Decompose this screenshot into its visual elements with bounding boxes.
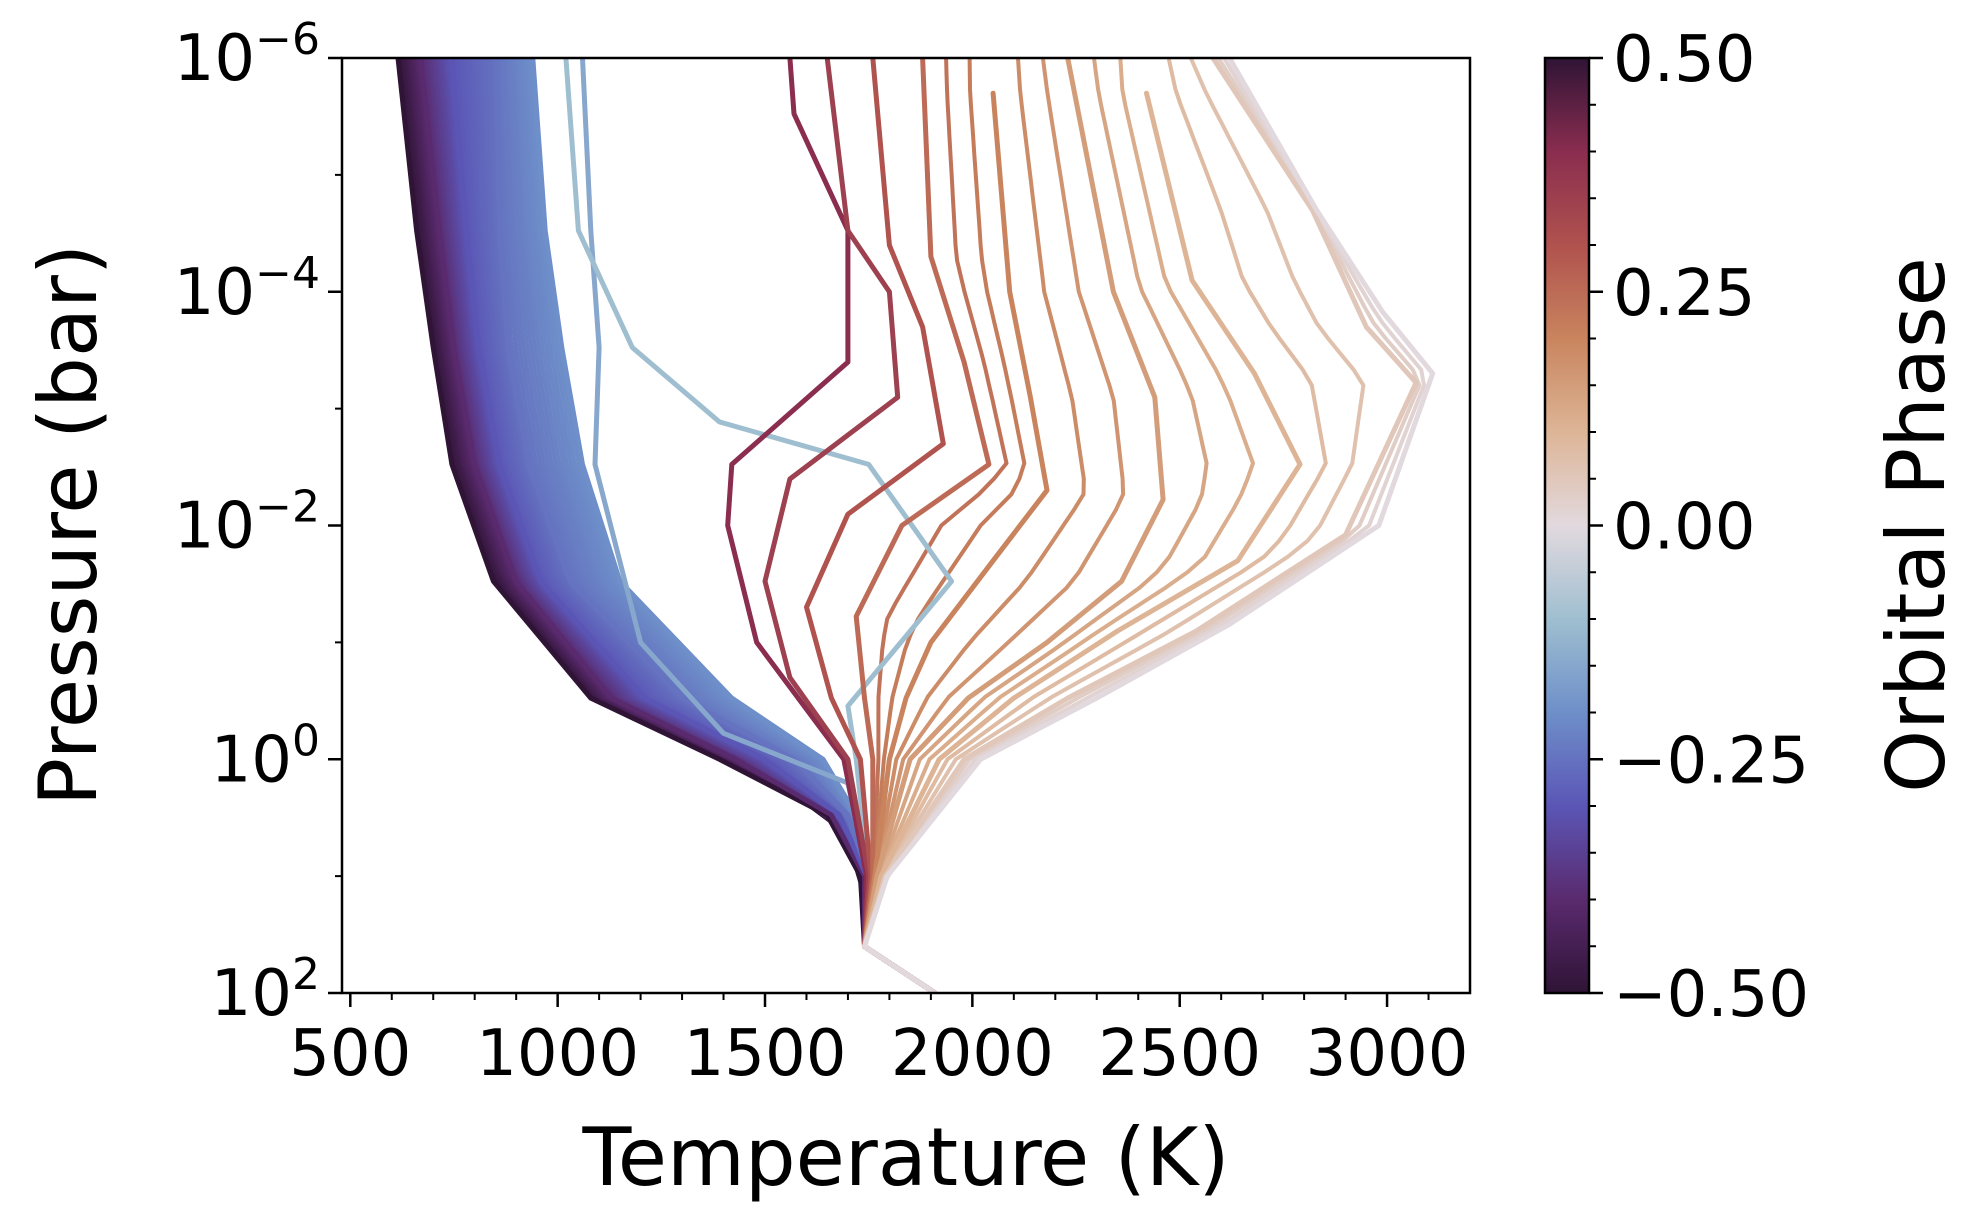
- x-axis: 500 1000 1500 2000 2500 3000: [289, 993, 1468, 1091]
- colorbar-tick-label: −0.25: [1613, 724, 1809, 798]
- x-tick-label: 3000: [1306, 1017, 1469, 1091]
- curve-layer: [395, 58, 1436, 993]
- colorbar-tick-label: 0.25: [1613, 257, 1756, 331]
- tp-profile-curve: [862, 58, 1366, 993]
- tp-profile-curve: [862, 58, 1255, 993]
- tp-profile-curve: [862, 58, 1328, 993]
- tp-profile-curve: [862, 58, 1436, 993]
- colorbar-tick-label: 0.00: [1613, 491, 1756, 565]
- x-tick-label: 2000: [891, 1017, 1054, 1091]
- colorbar-title: Orbital Phase: [1870, 257, 1963, 793]
- x-tick-label: 2500: [1098, 1017, 1261, 1091]
- tp-profile-curve: [862, 58, 1426, 993]
- tp-profile-curve: [862, 58, 1422, 993]
- tp-profile-curve: [862, 58, 1126, 993]
- colorbar-tick-label: 0.50: [1613, 23, 1756, 97]
- y-tick-label: 10−6: [174, 14, 320, 96]
- colorbar-tick-label: −0.50: [1613, 958, 1809, 1032]
- tp-profile-curve: [395, 58, 938, 993]
- tp-profile-curve: [862, 58, 1086, 993]
- x-tick-label: 1500: [684, 1017, 847, 1091]
- colorbar-axis: 0.50 0.25 0.00 −0.25 −0.50: [1589, 23, 1809, 1032]
- colorbar: [1545, 58, 1589, 993]
- y-tick-label: 10−4: [174, 248, 320, 330]
- tp-profile-curve: [862, 90, 1303, 993]
- tp-profile-curve: [862, 58, 1419, 993]
- y-axis-title: Pressure (bar): [22, 244, 115, 806]
- y-axis: 10−6 10−4 10−2 100 102: [174, 14, 342, 1031]
- x-tick-label: 1000: [476, 1017, 639, 1091]
- y-tick-label: 10−2: [174, 482, 320, 564]
- tp-profile-curve: [862, 58, 1166, 993]
- tp-profile-curve: [862, 58, 1209, 993]
- x-axis-title: Temperature (K): [581, 1111, 1229, 1204]
- y-tick-label: 100: [211, 715, 320, 797]
- x-tick-label: 500: [289, 1017, 411, 1091]
- y-tick-label: 102: [211, 949, 320, 1031]
